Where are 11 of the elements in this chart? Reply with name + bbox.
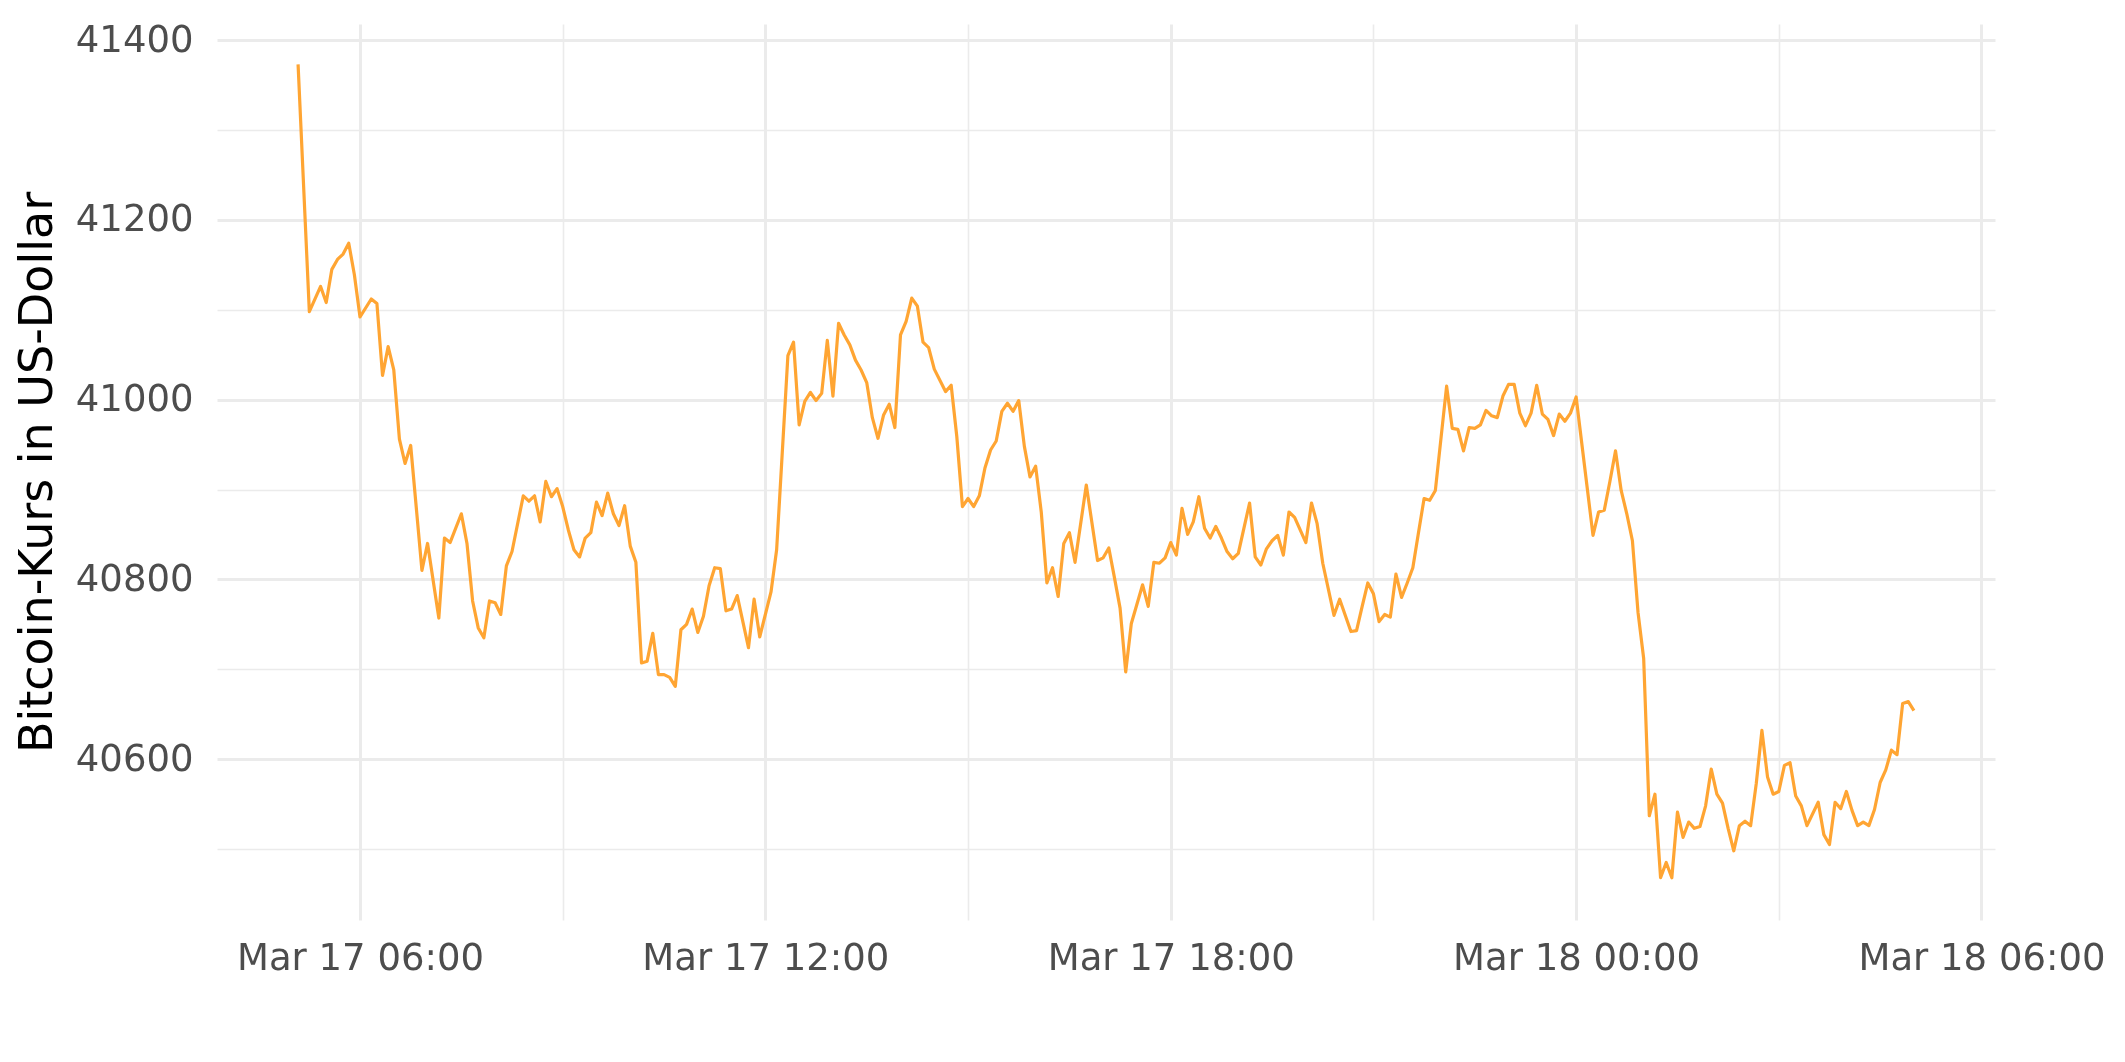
y-tick-label: 40600 [75,736,194,780]
y-tick-label: 41400 [75,17,194,61]
y-axis-title: Bitcoin-Kurs in US-Dollar [8,191,63,754]
x-tick-label: Mar 17 06:00 [236,935,485,979]
y-tick-label: 40800 [75,556,194,600]
x-tick-label: Mar 17 18:00 [1047,935,1295,979]
y-tick-label: 41200 [75,197,194,241]
x-tick-label: Mar 18 00:00 [1453,935,1701,979]
x-tick-label: Mar 18 06:00 [1858,935,2106,979]
y-tick-label: 41000 [75,377,194,421]
x-tick-label: Mar 17 12:00 [642,935,890,979]
